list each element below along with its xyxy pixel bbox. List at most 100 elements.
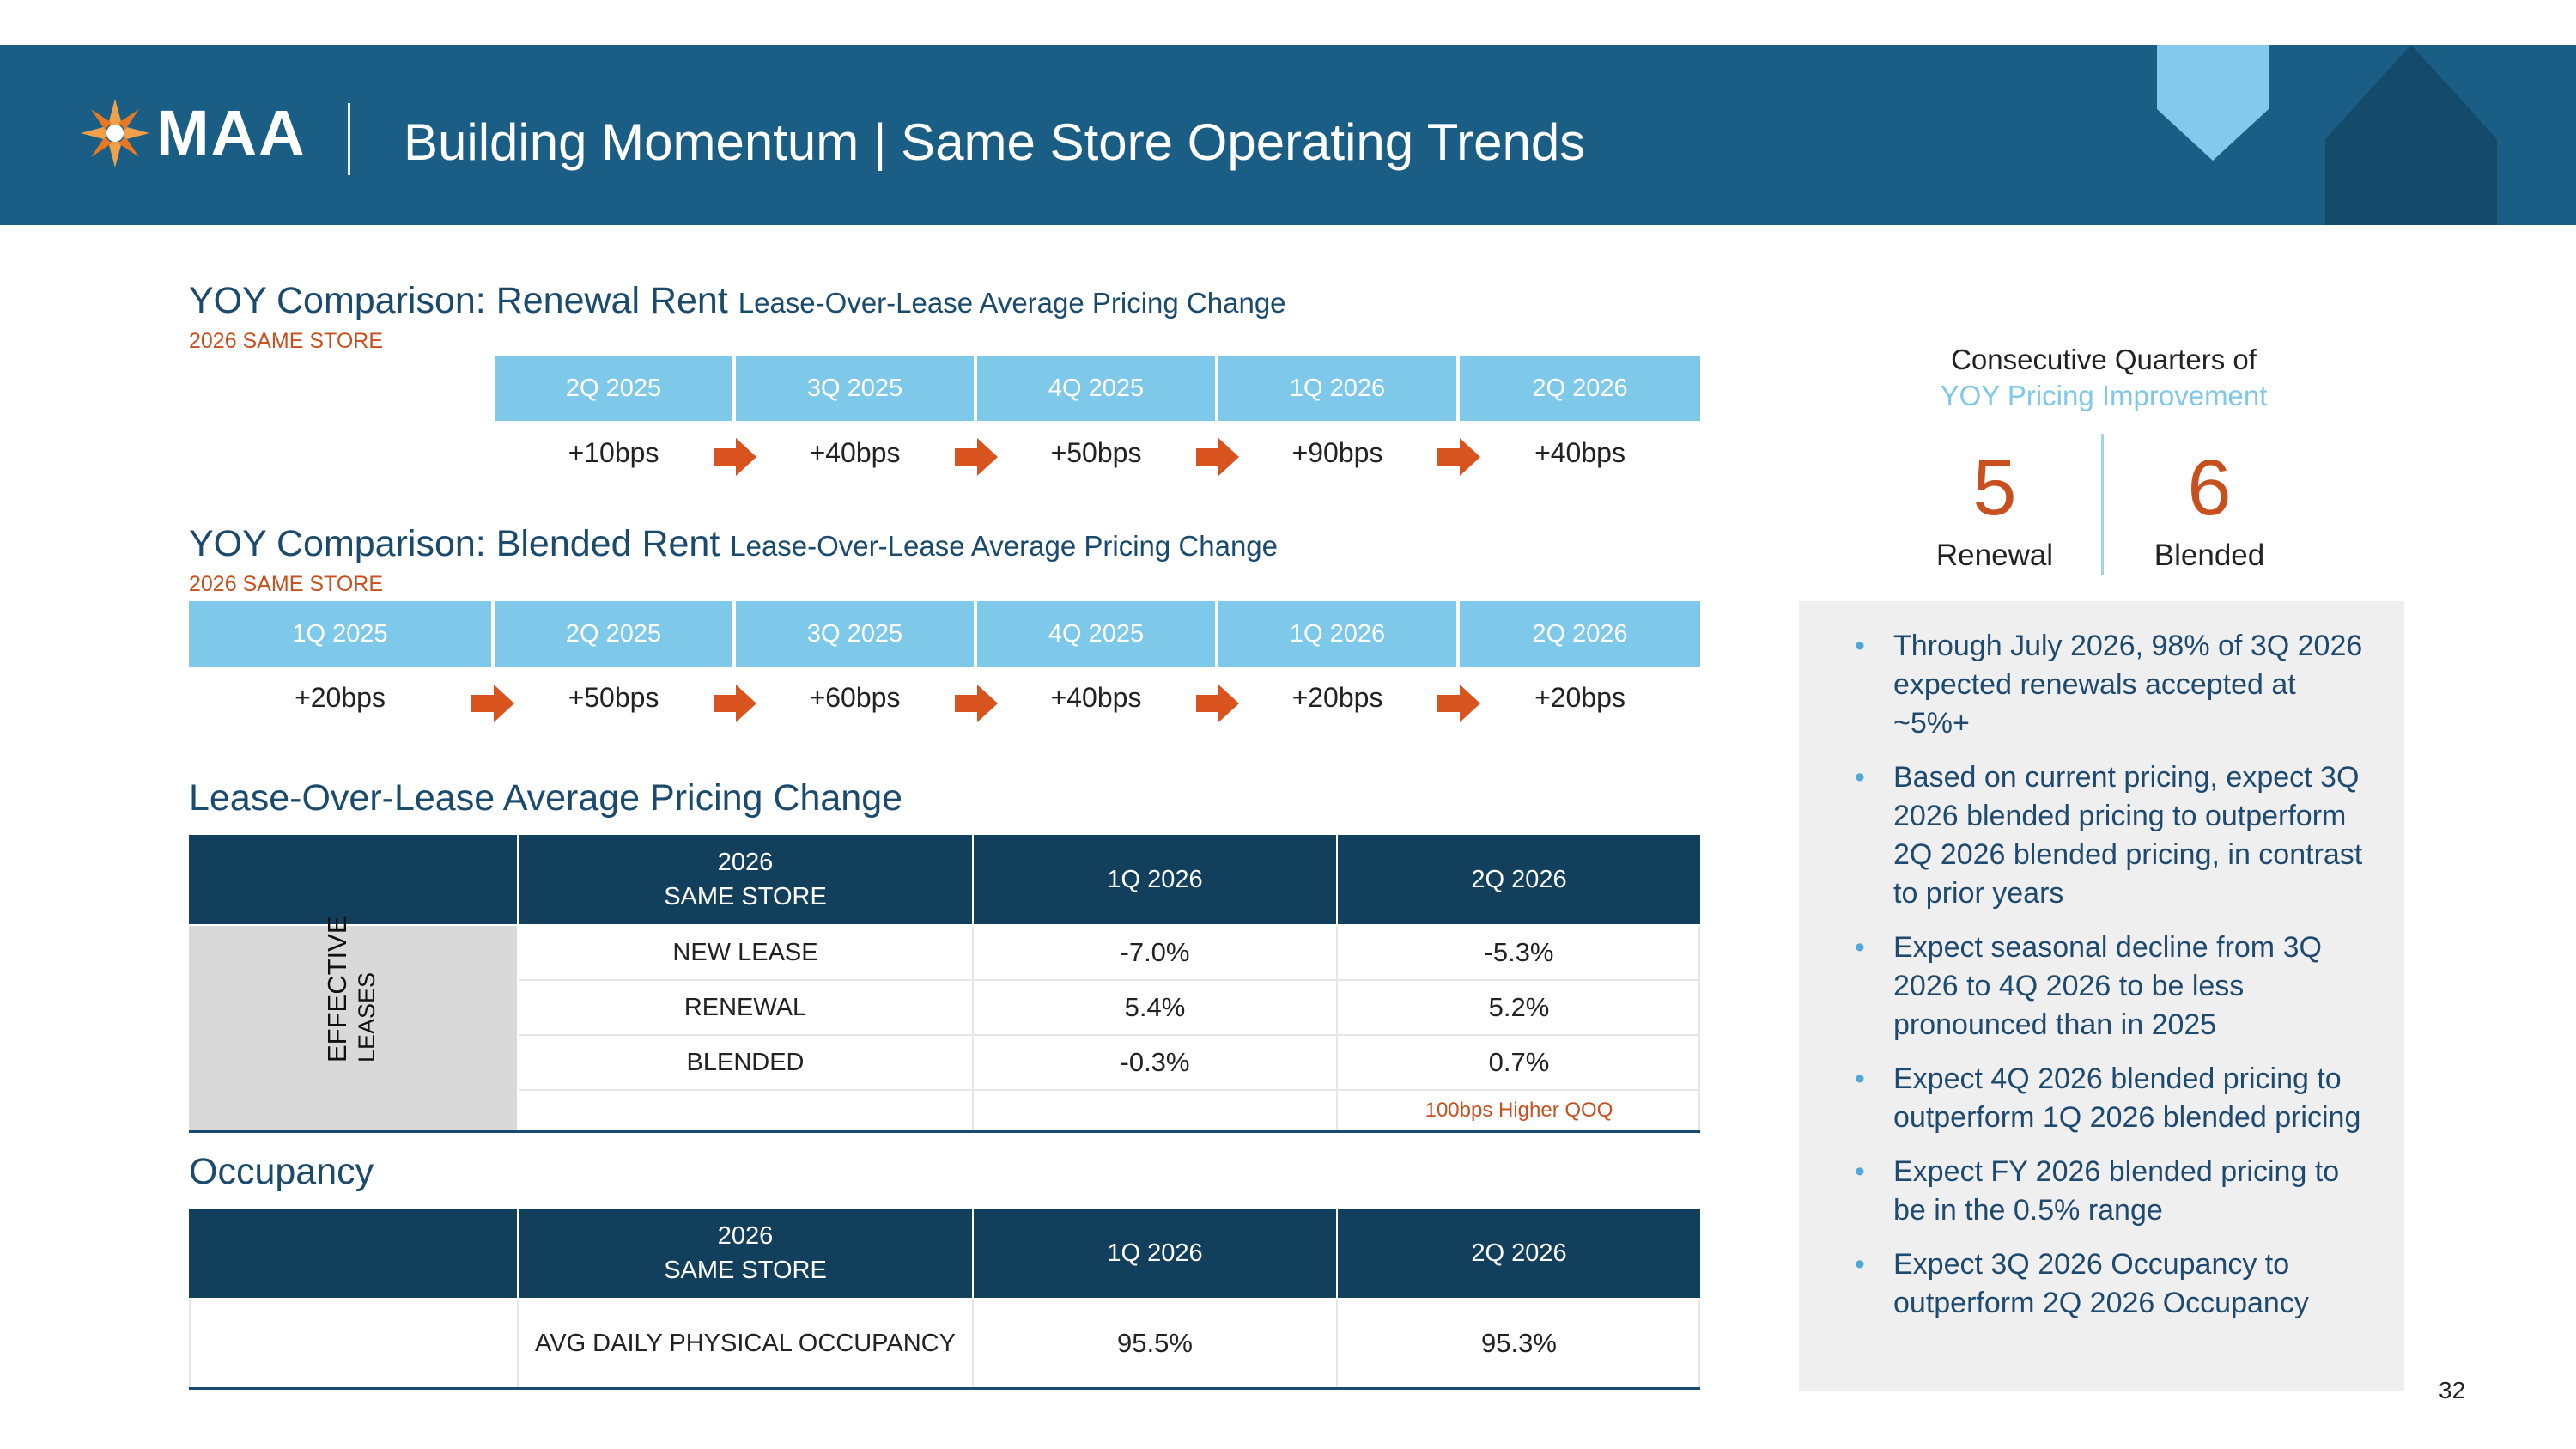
- lol-header-1q: 1Q 2026: [974, 835, 1336, 924]
- decorative-house-icon: [2325, 45, 2497, 225]
- blended-quarter-header: 4Q 2025: [977, 601, 1215, 667]
- blended-quarter-header: 3Q 2025: [736, 601, 974, 667]
- renewal-value: +40bps: [1534, 436, 1625, 468]
- consecutive-quarters-heading: Consecutive Quarters of YOY Pricing Impr…: [1872, 342, 2336, 414]
- blended-quarter-header: 1Q 2025: [189, 601, 491, 667]
- bullet-dot-icon: •: [1855, 1062, 1865, 1095]
- blended-subtitle: Lease-Over-Lease Average Pricing Change: [730, 530, 1279, 562]
- consecutive-subtitle: YOY Pricing Improvement: [1940, 380, 2268, 411]
- renewal-value: +40bps: [809, 436, 901, 468]
- lol-header-2q: 2Q 2026: [1338, 835, 1700, 924]
- count-divider: [2101, 434, 2104, 575]
- lol-qoq-note: 100bps Higher QOQ: [1425, 1099, 1613, 1122]
- arrow-right-icon: [1437, 438, 1480, 476]
- blended-value: +20bps: [1534, 681, 1625, 713]
- outlook-bullet-text: Expect 3Q 2026 Occupancy to outperform 2…: [1893, 1248, 2309, 1319]
- blended-value: +60bps: [809, 681, 901, 713]
- blended-quarters-count: 6: [2187, 444, 2232, 532]
- renewal-value: +50bps: [1050, 436, 1142, 468]
- bullet-dot-icon: •: [1855, 630, 1865, 662]
- table-gridline: [519, 979, 1700, 981]
- renewal-quarters-count: 5: [1972, 444, 2017, 532]
- lol-table-title: Lease-Over-Lease Average Pricing Change: [189, 777, 903, 819]
- outlook-bullet-text: Expect 4Q 2026 blended pricing to outper…: [1893, 1062, 2361, 1134]
- table-bottom-rule: [189, 1130, 1700, 1133]
- lol-side-label: EFFECTIVE LEASES: [322, 916, 383, 1062]
- outlook-bullet-list: • Through July 2026, 98% of 3Q 2026 expec…: [1846, 627, 2379, 1338]
- decorative-chevron-icon: [2157, 45, 2269, 161]
- arrow-right-icon: [714, 438, 756, 476]
- bullet-dot-icon: •: [1855, 1155, 1865, 1188]
- renewal-subtitle: Lease-Over-Lease Average Pricing Change: [738, 287, 1286, 319]
- lol-cell-value: 5.4%: [1124, 992, 1186, 1022]
- blended-value: +20bps: [295, 681, 386, 713]
- blended-quarter-header: 1Q 2026: [1218, 601, 1456, 667]
- renewal-quarter-header: 2Q 2025: [495, 356, 732, 421]
- consecutive-title: Consecutive Quarters of: [1951, 344, 2257, 375]
- lol-side-label-cell: EFFECTIVE LEASES: [189, 916, 517, 1130]
- outlook-bullet: • Based on current pricing, expect 3Q 202…: [1846, 758, 2379, 913]
- outlook-bullet: • Expect FY 2026 blended pricing to be in…: [1846, 1153, 2379, 1230]
- occ-header-same-store: 2026 SAME STORE: [519, 1209, 972, 1298]
- bullet-dot-icon: •: [1855, 1248, 1865, 1281]
- arrow-right-icon: [1196, 685, 1239, 722]
- renewal-quarter-header: 2Q 2026: [1460, 356, 1700, 421]
- arrow-right-icon: [1437, 685, 1480, 722]
- blended-tag: 2026 SAME STORE: [189, 572, 384, 596]
- renewal-title: YOY Comparison: Renewal Rent: [189, 280, 728, 321]
- blended-value: +20bps: [1291, 681, 1383, 713]
- outlook-bullet-text: Based on current pricing, expect 3Q 2026…: [1893, 761, 2363, 910]
- header-divider: [348, 103, 350, 175]
- occ-row-label: AVG DAILY PHYSICAL OCCUPANCY: [535, 1329, 956, 1357]
- arrow-right-icon: [1196, 438, 1239, 476]
- lol-row-label: NEW LEASE: [672, 938, 818, 966]
- page-title: Building Momentum | Same Store Operating…: [404, 113, 1586, 171]
- table-gridline: [189, 1300, 191, 1387]
- blended-section-title: YOY Comparison: Blended Rent Lease-Over-…: [189, 521, 1278, 569]
- occ-header-2q: 2Q 2026: [1338, 1209, 1700, 1298]
- lol-header-blank: [189, 835, 517, 924]
- lol-header-same-store: 2026 SAME STORE: [519, 835, 972, 924]
- arrow-right-icon: [955, 438, 998, 476]
- outlook-bullet-text: Expect FY 2026 blended pricing to be in …: [1893, 1155, 2340, 1227]
- outlook-bullet: • Expect seasonal decline from 3Q 2026 to…: [1846, 928, 2379, 1044]
- renewal-count-label: Renewal: [1935, 539, 2054, 572]
- arrow-right-icon: [714, 685, 756, 722]
- table-gridline: [1698, 926, 1700, 1130]
- logo-text: MAA: [156, 97, 307, 168]
- table-gridline: [519, 1089, 1700, 1091]
- lol-cell-value: -5.3%: [1484, 937, 1554, 967]
- lol-cell-value: -7.0%: [1120, 937, 1190, 967]
- outlook-panel: [1799, 601, 2404, 1391]
- header-band: [0, 45, 2576, 225]
- table-gridline: [1698, 1300, 1700, 1387]
- lol-row-label: BLENDED: [686, 1048, 805, 1076]
- arrow-right-icon: [471, 685, 514, 722]
- bullet-dot-icon: •: [1855, 761, 1865, 794]
- renewal-tag: 2026 SAME STORE: [189, 329, 384, 353]
- maa-starburst-logo-icon: [81, 99, 149, 167]
- blended-value: +50bps: [568, 681, 659, 713]
- outlook-bullet: • Expect 3Q 2026 Occupancy to outperform …: [1846, 1245, 2379, 1323]
- lol-cell-value: 5.2%: [1488, 992, 1550, 1022]
- occ-header-blank: [189, 1209, 517, 1298]
- table-gridline: [1336, 1300, 1338, 1387]
- table-gridline: [1336, 926, 1338, 1130]
- occ-cell-value: 95.5%: [1117, 1328, 1193, 1358]
- table-bottom-rule: [189, 1387, 1700, 1390]
- lol-side-label-line2: LEASES: [354, 971, 380, 1062]
- renewal-quarter-header: 1Q 2026: [1218, 356, 1456, 421]
- blended-title: YOY Comparison: Blended Rent: [189, 523, 720, 564]
- occupancy-title: Occupancy: [189, 1151, 374, 1192]
- table-gridline: [972, 1300, 974, 1387]
- renewal-value: +10bps: [568, 436, 659, 468]
- table-gridline: [972, 926, 974, 1130]
- renewal-section-title: YOY Comparison: Renewal Rent Lease-Over-…: [189, 277, 1286, 326]
- blended-count-label: Blended: [2154, 539, 2265, 572]
- page-number: 32: [2439, 1377, 2466, 1403]
- table-gridline: [519, 1034, 1700, 1036]
- arrow-right-icon: [955, 685, 998, 722]
- occ-header-1q: 1Q 2026: [974, 1209, 1336, 1298]
- lol-cell-value: -0.3%: [1120, 1047, 1190, 1077]
- renewal-quarter-header: 3Q 2025: [736, 356, 974, 421]
